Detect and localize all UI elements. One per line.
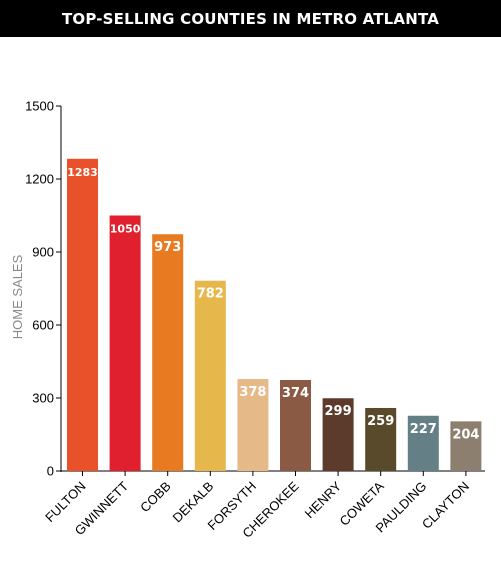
y-tick-label: 1200 [25, 172, 54, 187]
bar-paulding [407, 415, 439, 471]
data-label: 374 [282, 386, 309, 401]
bar-fulton [67, 158, 98, 471]
bar-coweta [365, 407, 397, 471]
data-label: 204 [452, 427, 479, 442]
data-label: 259 [367, 414, 394, 429]
bar-dekalb [194, 280, 226, 471]
data-label: 299 [325, 404, 352, 419]
category-label: CLAYTON [419, 479, 472, 532]
axes: 0 300 600 900 1200 1500 [25, 99, 485, 479]
bars [67, 158, 482, 471]
category-label: COBB [137, 479, 174, 516]
data-label: 782 [197, 287, 224, 302]
chart-title: TOP-SELLING COUNTIES IN METRO ATLANTA [61, 9, 440, 28]
y-tick-label: 300 [32, 391, 54, 406]
bar-clayton [450, 421, 482, 471]
data-label: 1283 [67, 166, 98, 179]
y-tick-label: 0 [47, 464, 54, 479]
data-labels: 1283 1050 973 782 378 374 299 259 227 204 [67, 166, 479, 443]
y-tick-label: 900 [32, 245, 54, 260]
category-label: HENRY [302, 478, 345, 521]
data-label: 227 [410, 422, 437, 437]
bar-forsyth [237, 379, 269, 471]
data-label: 378 [239, 385, 266, 400]
bar-henry [322, 398, 354, 471]
y-tick-label: 600 [32, 318, 54, 333]
y-tick-label: 1500 [25, 99, 54, 114]
data-label: 1050 [110, 223, 141, 236]
bar-cobb [152, 234, 184, 471]
bar-cherokee [280, 379, 311, 471]
y-axis-label: HOME SALES [10, 254, 25, 339]
title-bar: TOP-SELLING COUNTIES IN METRO ATLANTA [0, 0, 501, 37]
data-label: 973 [154, 240, 181, 255]
bar-gwinnett [109, 215, 141, 471]
